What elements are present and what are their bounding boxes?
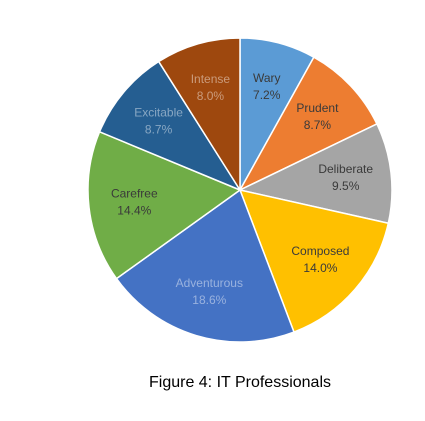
slice-label: Prudent [296, 101, 339, 115]
pie-slice [238, 56, 378, 192]
slice-value-label: 8.0% [197, 89, 225, 103]
slice-label: Intense [191, 72, 231, 86]
pie-slice [87, 130, 242, 280]
pie-slice [115, 188, 295, 343]
slice-label: Adventurous [176, 276, 243, 290]
pie-slice [157, 37, 241, 193]
slice-value-label: 7.2% [253, 88, 281, 102]
slice-value-label: 14.4% [117, 203, 151, 217]
slice-label: Carefree [111, 186, 158, 200]
slice-value-label: 8.7% [145, 123, 173, 137]
slice-value-label: 9.5% [332, 179, 360, 193]
slice-label: Wary [253, 71, 281, 85]
slice-label: Excitable [134, 106, 183, 120]
slice-label: Composed [291, 244, 349, 258]
chart-title: Figure 4: IT Professionals [149, 374, 331, 391]
pie-slice [98, 60, 242, 192]
pie-slice [238, 188, 390, 334]
slice-value-label: 14.0% [303, 261, 337, 275]
slice-value-label: 8.7% [304, 118, 332, 132]
slice-label: Deliberate [318, 162, 373, 176]
slice-value-label: 18.6% [192, 293, 226, 307]
